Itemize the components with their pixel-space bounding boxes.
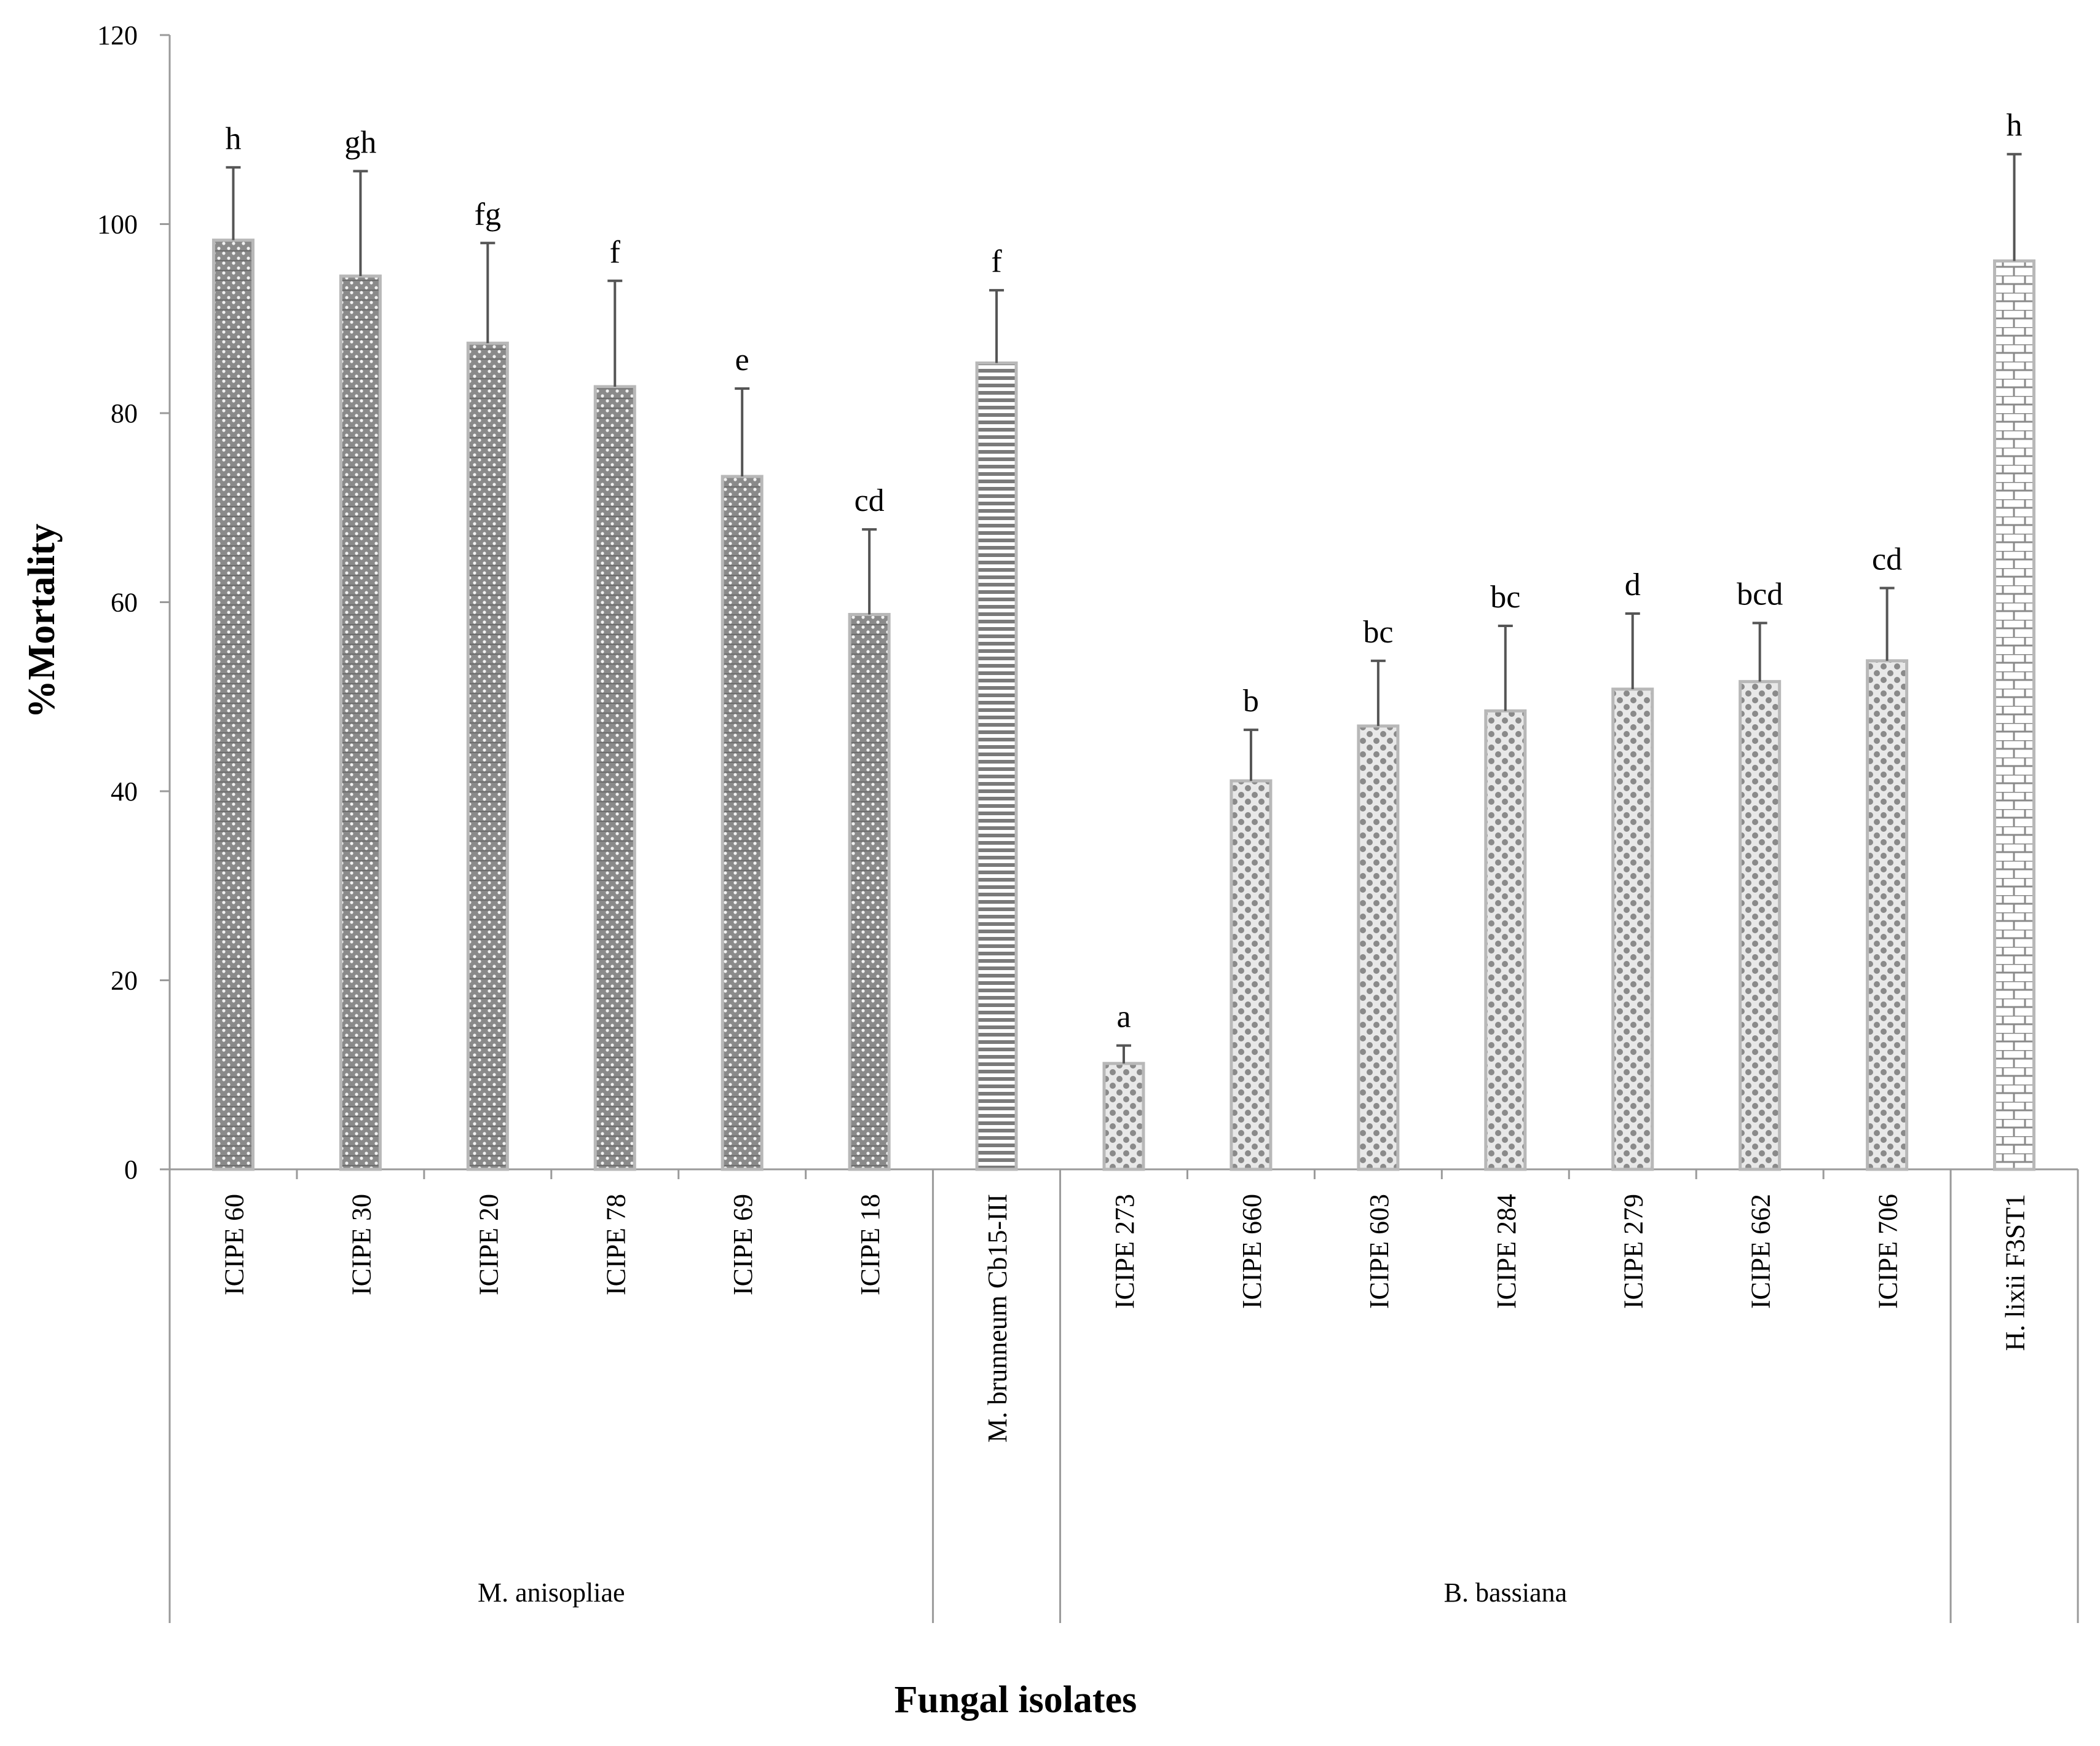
significance-letter: gh bbox=[344, 125, 376, 160]
y-tick-label: 100 bbox=[97, 210, 138, 240]
y-tick-label: 20 bbox=[111, 966, 138, 996]
y-tick-label: 80 bbox=[111, 398, 138, 429]
group-label: M. anisopliae bbox=[478, 1578, 625, 1608]
y-tick-label: 60 bbox=[111, 588, 138, 618]
y-tick-label: 120 bbox=[97, 20, 138, 50]
bar bbox=[1739, 680, 1782, 1171]
category-label: ICIPE 662 bbox=[1746, 1194, 1776, 1309]
significance-letter: fg bbox=[475, 197, 501, 232]
category-label: ICIPE 284 bbox=[1491, 1194, 1522, 1309]
significance-letter: bcd bbox=[1737, 577, 1783, 612]
significance-letter: cd bbox=[1872, 542, 1902, 577]
y-tick-label: 40 bbox=[111, 776, 138, 807]
significance-letter: f bbox=[991, 244, 1002, 279]
significance-letter: bc bbox=[1490, 580, 1520, 615]
bar bbox=[975, 361, 1018, 1171]
y-axis-title: %Mortality bbox=[21, 524, 63, 719]
bar bbox=[720, 475, 764, 1171]
bar bbox=[1357, 724, 1400, 1171]
category-label: ICIPE 660 bbox=[1237, 1194, 1267, 1309]
bar bbox=[339, 274, 382, 1171]
bar bbox=[1866, 659, 1909, 1171]
category-label: M. brunneum Cb15-III bbox=[982, 1194, 1012, 1443]
significance-letter: h bbox=[225, 121, 241, 156]
significance-letter: cd bbox=[855, 483, 885, 518]
category-label: H. lixii F3ST1 bbox=[2000, 1194, 2031, 1351]
x-axis-title: Fungal isolates bbox=[894, 1679, 1137, 1721]
bar bbox=[211, 239, 255, 1171]
group-label: B. bassiana bbox=[1444, 1578, 1567, 1608]
significance-letter: b bbox=[1243, 684, 1259, 719]
category-label: ICIPE 279 bbox=[1619, 1194, 1649, 1309]
bar bbox=[1993, 259, 2036, 1171]
category-label: ICIPE 706 bbox=[1873, 1194, 1903, 1309]
significance-letter: bc bbox=[1363, 615, 1393, 650]
bar bbox=[1611, 687, 1654, 1171]
bar bbox=[848, 612, 891, 1171]
category-label: ICIPE 78 bbox=[601, 1194, 631, 1295]
category-label: ICIPE 69 bbox=[728, 1194, 758, 1295]
bar bbox=[1484, 709, 1527, 1171]
category-label: ICIPE 30 bbox=[346, 1194, 376, 1295]
significance-letter: f bbox=[610, 235, 621, 270]
bar bbox=[1230, 779, 1273, 1171]
category-label: ICIPE 60 bbox=[219, 1194, 249, 1295]
bar bbox=[1102, 1062, 1145, 1171]
significance-letter: e bbox=[735, 342, 749, 377]
y-tick-label: 0 bbox=[124, 1155, 138, 1185]
category-label: ICIPE 273 bbox=[1110, 1194, 1140, 1309]
category-label: ICIPE 603 bbox=[1364, 1194, 1394, 1309]
bar bbox=[593, 385, 636, 1171]
significance-letter: a bbox=[1116, 1000, 1131, 1035]
category-label: ICIPE 20 bbox=[473, 1194, 503, 1295]
bar bbox=[466, 341, 509, 1171]
significance-letter: h bbox=[2007, 108, 2023, 143]
significance-letter: d bbox=[1625, 567, 1641, 602]
category-label: ICIPE 18 bbox=[855, 1194, 885, 1295]
